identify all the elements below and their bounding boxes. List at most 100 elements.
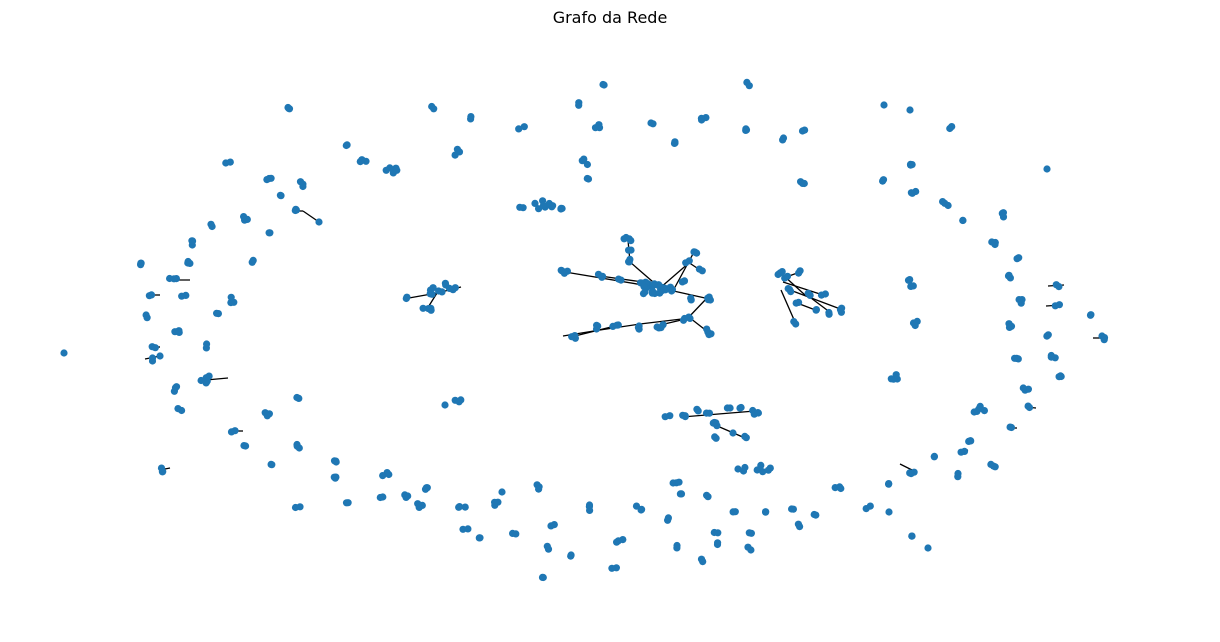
graph-node	[794, 520, 803, 528]
graph-node	[358, 156, 366, 164]
graph-node	[240, 213, 248, 221]
graph-node	[800, 179, 808, 188]
graph-node	[678, 278, 687, 286]
graph-node	[539, 573, 547, 582]
graph-node	[948, 123, 956, 131]
graph-node	[661, 413, 669, 421]
graph-node	[586, 506, 594, 514]
graph-node	[315, 218, 323, 226]
graph-node	[795, 298, 803, 306]
graph-title: Grafo da Rede	[552, 8, 668, 27]
graph-node	[203, 340, 211, 348]
graph-node	[634, 323, 643, 332]
graph-node	[560, 269, 569, 277]
graph-node	[549, 202, 557, 210]
graph-node	[908, 161, 916, 169]
graph-node	[242, 442, 250, 450]
graph-node	[988, 238, 996, 246]
graph-node	[421, 485, 430, 493]
graph-node	[594, 322, 602, 330]
graph-node	[970, 408, 978, 416]
graph-node	[734, 465, 742, 473]
graph-node	[676, 490, 685, 498]
graph-node	[712, 434, 720, 442]
graph-node	[464, 525, 472, 533]
graph-node	[292, 205, 300, 213]
graph-node	[591, 124, 600, 132]
graph-node	[617, 276, 625, 284]
graph-node	[880, 101, 888, 109]
graph-node	[673, 541, 681, 550]
graph-node	[879, 176, 888, 184]
graph-node	[653, 323, 661, 331]
graph-node	[1007, 322, 1016, 330]
graph-node	[1055, 283, 1063, 291]
graph-node	[293, 393, 301, 402]
graph-node	[1015, 296, 1023, 304]
graph-node	[747, 546, 755, 554]
graph-node	[249, 256, 257, 264]
graph-node	[575, 101, 583, 109]
graph-node	[265, 229, 273, 237]
graph-node	[625, 246, 633, 254]
graph-node	[647, 119, 655, 127]
graph-node	[455, 148, 464, 156]
graph-node	[812, 511, 820, 519]
graph-node	[885, 480, 893, 488]
graph-node	[812, 306, 820, 314]
graph-node	[599, 80, 607, 89]
graph-node	[685, 257, 693, 265]
graph-node	[404, 492, 412, 500]
graph-node	[583, 174, 591, 183]
graph-node	[393, 166, 401, 174]
graph-node	[332, 458, 340, 466]
graph-node	[226, 158, 234, 166]
graph-node	[296, 178, 305, 186]
graph-node	[449, 286, 457, 294]
graph-node	[520, 123, 528, 131]
graph-node	[424, 305, 432, 313]
graph-node	[904, 276, 913, 284]
graph-edge	[681, 410, 756, 418]
graph-node	[648, 289, 657, 297]
nodes-layer	[60, 78, 1109, 582]
graph-node	[539, 201, 548, 209]
graph-node	[227, 428, 236, 436]
graph-node	[583, 160, 592, 169]
graph-node	[178, 292, 186, 300]
graph-node	[885, 508, 893, 516]
graph-node	[442, 281, 450, 289]
graph-node	[438, 288, 446, 296]
graph-node	[550, 521, 558, 529]
graph-node	[999, 213, 1008, 221]
graph-edge	[899, 463, 913, 471]
graph-node	[939, 198, 947, 206]
graph-node	[762, 508, 770, 516]
graph-node	[544, 545, 553, 553]
graph-node	[908, 189, 916, 197]
graph-node	[887, 375, 895, 383]
graph-node	[790, 318, 798, 326]
graph-node	[924, 544, 932, 552]
graph-node	[753, 466, 761, 474]
graph-node	[693, 249, 701, 257]
graph-node	[745, 529, 753, 537]
graph-node	[723, 404, 732, 412]
graph-node	[142, 311, 150, 319]
graph-node	[754, 409, 762, 417]
graph-node	[837, 484, 845, 493]
graph-node	[660, 284, 668, 292]
graph-node	[638, 505, 646, 513]
graph-node	[498, 488, 506, 496]
graph-node	[795, 269, 803, 277]
graph-node	[414, 500, 422, 508]
graph-node	[954, 469, 962, 478]
graph-node	[208, 222, 216, 231]
graph-node	[441, 401, 449, 409]
graph-edge	[659, 261, 691, 289]
graph-node	[778, 268, 786, 276]
graph-node	[455, 398, 463, 406]
graph-node	[137, 259, 145, 267]
graph-node	[186, 259, 194, 267]
